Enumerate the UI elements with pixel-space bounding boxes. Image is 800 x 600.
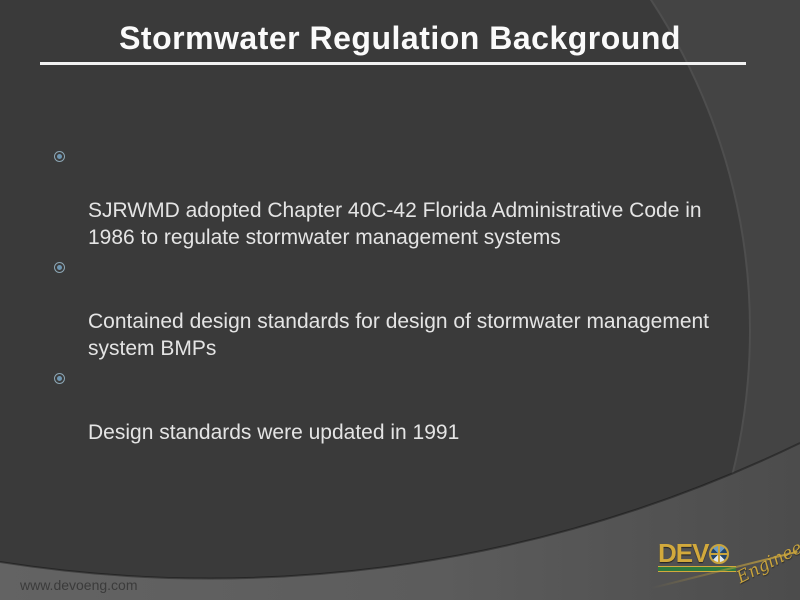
- devo-logo: DEV CONSULTING GEOTECHNICAL ENGINEERS En…: [651, 522, 800, 595]
- bullet-item: Contained design standards for design of…: [48, 254, 748, 362]
- bullet-dot-icon: [57, 154, 62, 159]
- bullet-icon: [54, 373, 65, 384]
- bullet-dot-icon: [57, 265, 62, 270]
- logo-green-bar: [658, 566, 736, 572]
- bullet-text: Contained design standards for design of…: [88, 310, 710, 360]
- bullet-dot-icon: [57, 376, 62, 381]
- logo-wordmark-row: DEV: [658, 538, 784, 568]
- devo-globe-icon: [709, 544, 730, 564]
- bullet-icon: [54, 151, 65, 162]
- bullet-icon: [54, 262, 65, 273]
- bottom-band-edge: [0, 442, 800, 580]
- bottom-band: [0, 443, 800, 600]
- bullet-text: SJRWMD adopted Chapter 40C-42 Florida Ad…: [88, 199, 702, 249]
- bullet-item: SJRWMD adopted Chapter 40C-42 Florida Ad…: [48, 143, 748, 251]
- title-underline: [40, 62, 746, 65]
- bullet-item: Design standards were updated in 1991: [48, 365, 748, 446]
- slide-title: Stormwater Regulation Background: [119, 20, 681, 56]
- bullet-text: Design standards were updated in 1991: [88, 421, 460, 444]
- website-url: www.devoeng.com: [20, 577, 138, 593]
- swoosh-arc: [0, 0, 750, 600]
- bullet-list: SJRWMD adopted Chapter 40C-42 Florida Ad…: [48, 143, 748, 449]
- crosshair-vertical-icon: [718, 545, 721, 563]
- logo-wordmark: DEV: [658, 538, 709, 568]
